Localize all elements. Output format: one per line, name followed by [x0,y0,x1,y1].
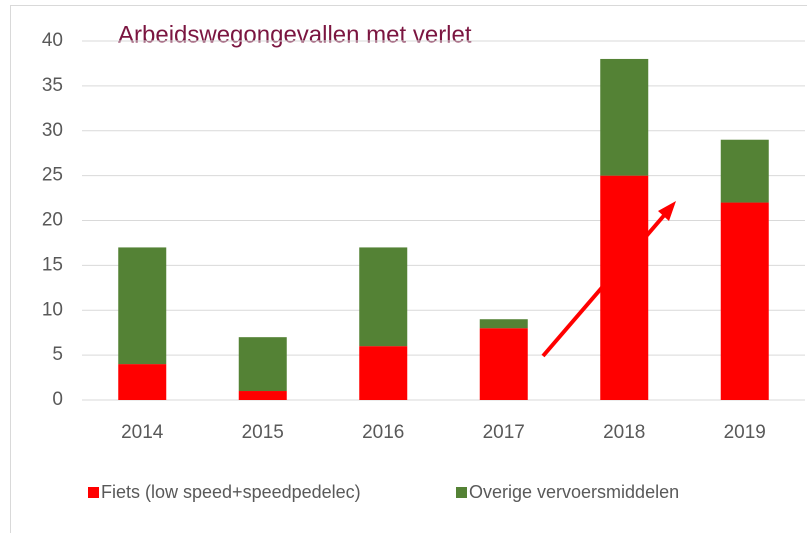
legend-swatch [88,487,99,498]
legend-label: Overige vervoersmiddelen [469,482,679,502]
y-tick-label: 30 [42,120,63,141]
x-tick-label: 2016 [362,422,404,443]
bar-segment [479,328,528,400]
y-tick-label: 35 [42,75,63,96]
x-tick-label: 2018 [603,422,645,443]
trend-arrow [541,201,676,358]
arrow-head [658,201,676,221]
x-tick-label: 2017 [483,422,525,443]
y-tick-label: 10 [42,299,63,320]
chart-title: Arbeidswegongevallen met verlet [118,21,472,48]
bar-segment [720,202,769,400]
bar-segment [720,139,769,203]
bar-segment [238,337,287,392]
bar-segment [359,247,408,347]
x-tick-label: 2014 [121,422,164,443]
y-tick-label: 40 [42,30,63,51]
y-tick-label: 25 [42,165,63,186]
legend-swatch [456,487,467,498]
bar-segment [600,58,649,176]
bar-segment [479,319,528,329]
legend-label: Fiets (low speed+speedpedelec) [101,482,361,502]
bar-segment [238,391,287,400]
x-tick-label: 2015 [242,422,284,443]
bar-segment [359,346,408,400]
y-tick-label: 20 [42,210,63,231]
arrow-shaft [541,210,669,358]
y-tick-label: 5 [52,344,63,365]
y-tick-label: 0 [52,389,63,410]
y-tick-label: 15 [42,254,63,275]
bar-segment [600,175,649,400]
bar-segment [118,364,167,400]
bar-segment [118,247,167,365]
x-tick-label: 2019 [724,422,766,443]
